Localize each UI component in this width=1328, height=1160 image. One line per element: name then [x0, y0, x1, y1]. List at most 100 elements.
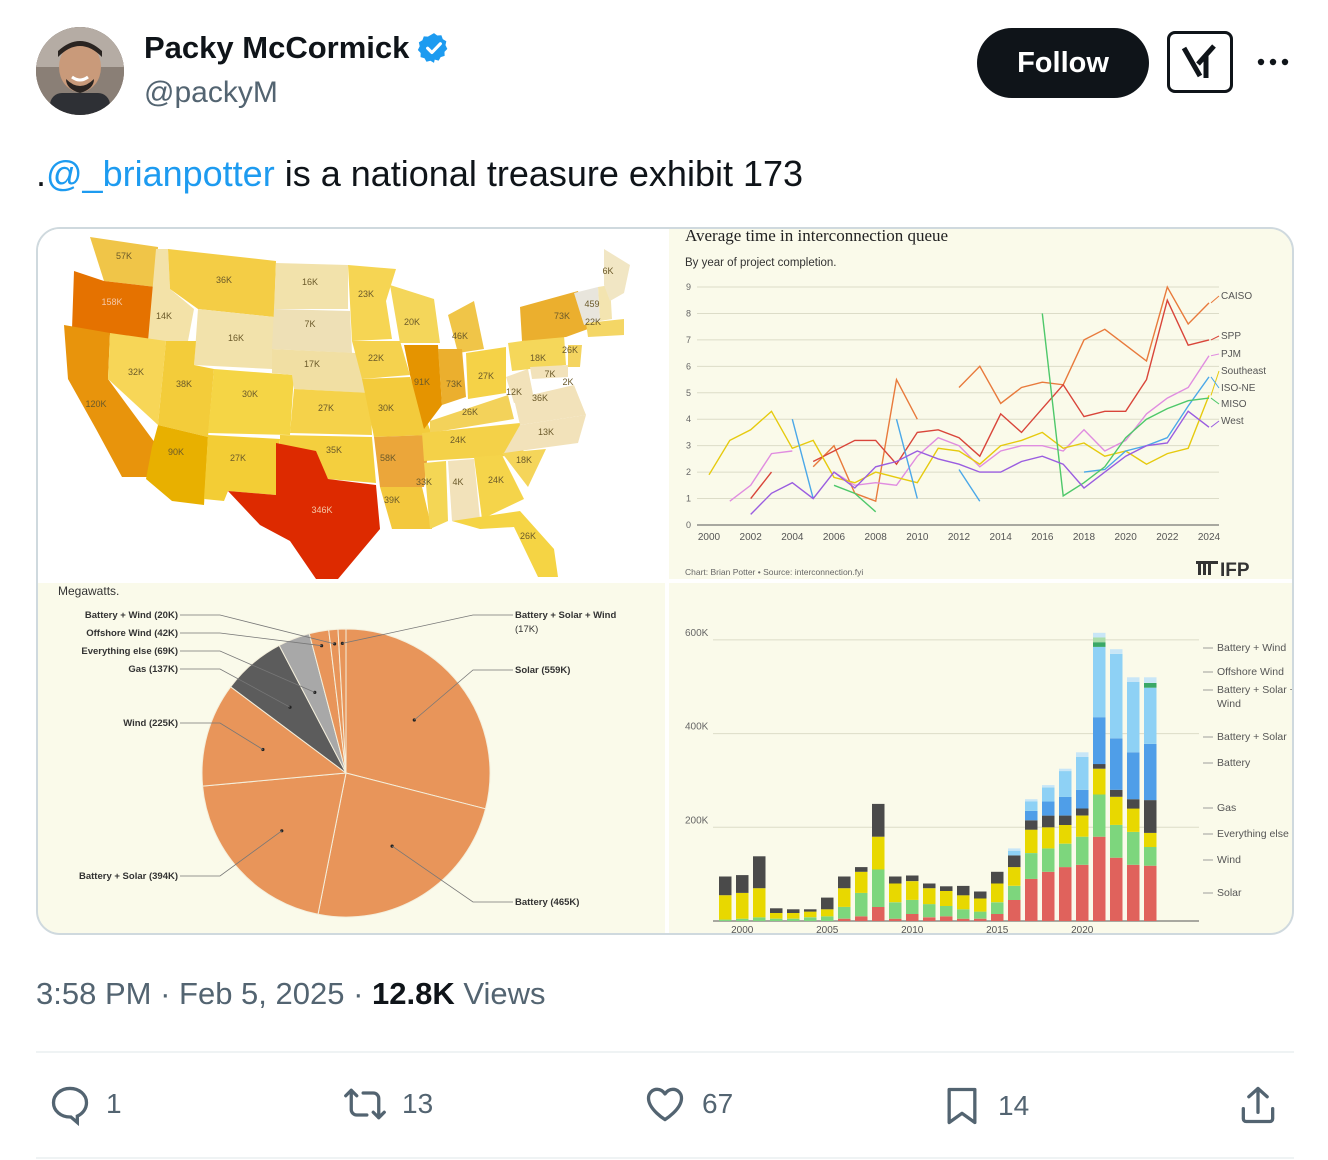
bottom-separator	[36, 1157, 1294, 1159]
bar-segment-solar	[1042, 871, 1055, 921]
bar-segment-gas	[957, 885, 970, 896]
bar-segment-gas	[838, 876, 851, 889]
bar-xtick-label: 2000	[731, 925, 754, 935]
line-legend-leader	[1210, 376, 1220, 389]
map-label-nm: 27K	[230, 453, 246, 463]
bar-ytick-label: 400K	[685, 722, 709, 733]
bar-segment-battery-wind	[1059, 768, 1072, 771]
bar-segment-solar	[974, 918, 987, 921]
map-label-ks: 27K	[318, 403, 334, 413]
state-wv	[506, 369, 534, 403]
tweet-body: is a national treasure exhibit 173	[274, 153, 804, 194]
bar-segment-everything-else	[1127, 808, 1140, 832]
line-legend-label: CAISO	[1221, 291, 1252, 302]
map-label-ga: 24K	[488, 475, 504, 485]
bar-segment-battery-solar	[1025, 801, 1038, 811]
bar-segment-battery	[1110, 738, 1123, 790]
state-tn	[422, 423, 524, 461]
stacked-bar-chart-panel: 200K 400K 600K 2000 2005 2010 2015 2020 Battery…	[669, 583, 1292, 935]
bar-segment-gas	[1042, 815, 1055, 828]
state-sc	[502, 449, 546, 487]
bar-segment-battery-wind	[1025, 799, 1038, 802]
bar-segment-battery-solar	[1127, 682, 1140, 753]
map-label-mo: 30K	[378, 403, 394, 413]
bar-legend-label: Solar	[1217, 887, 1242, 899]
bar-segment-gas	[1110, 789, 1123, 797]
bar-segment-wind	[1144, 847, 1157, 866]
bar-segment-everything-else	[719, 895, 732, 920]
state-id	[148, 249, 194, 341]
mention-link[interactable]: @_brianpotter	[46, 153, 275, 194]
bar-segment-solar	[1025, 878, 1038, 921]
line-series-west	[750, 410, 1210, 515]
map-label-sc: 18K	[516, 455, 532, 465]
pie-chart-title: Megawatts.	[58, 584, 119, 598]
queue-line-chart-panel: Average time in interconnection queue By…	[669, 229, 1292, 581]
ifp-logo: IFP	[1196, 560, 1250, 581]
line-ytick-label: 8	[686, 308, 691, 318]
map-label-fl: 26K	[520, 531, 536, 541]
bar-segment-gas	[991, 871, 1004, 884]
line-chart-title: Average time in interconnection queue	[685, 229, 948, 245]
bar-segment-solar	[923, 917, 936, 921]
bookmark-button[interactable]: 14	[940, 1082, 1029, 1130]
state-ia	[352, 341, 410, 379]
repost-button[interactable]: 13	[342, 1082, 433, 1126]
pie-leader-line	[180, 632, 322, 647]
bar-segment-everything-else	[957, 895, 970, 910]
share-button[interactable]	[1236, 1082, 1280, 1128]
map-label-mi: 46K	[452, 331, 468, 341]
map-label-ma: 22K	[585, 317, 601, 327]
bar-segment-wind	[1127, 832, 1140, 865]
verified-badge-icon[interactable]	[417, 31, 451, 65]
state-ut	[158, 341, 214, 437]
state-ne	[272, 349, 366, 393]
bar-segment-battery	[1042, 801, 1055, 816]
tweet-date[interactable]: Feb 5, 2025	[179, 976, 345, 1011]
more-options-button[interactable]	[1253, 44, 1293, 80]
bar-segment-everything-else	[838, 888, 851, 907]
bar-segment-battery-wind	[1110, 649, 1123, 654]
line-legend-leader	[1210, 353, 1220, 357]
state-wa	[90, 237, 158, 287]
bar-segment-everything-else	[1025, 829, 1038, 853]
bar-segment-gas	[974, 891, 987, 899]
line-chart-footer: Chart: Brian Potter • Source: interconne…	[685, 567, 863, 577]
bar-segment-battery	[1093, 717, 1106, 765]
bar-segment-wind	[991, 902, 1004, 914]
tweet-time[interactable]: 3:58 PM	[36, 976, 152, 1011]
author-handle[interactable]: @packyM	[144, 76, 278, 109]
pie-label-gas: Gas (137K)	[128, 664, 178, 675]
map-label-in: 73K	[446, 379, 462, 389]
map-label-nv: 32K	[128, 367, 144, 377]
grok-button[interactable]	[1167, 31, 1233, 93]
author-name[interactable]: Packy McCormick	[144, 30, 410, 65]
map-label-ny: 73K	[554, 311, 570, 321]
map-label-vt: 459	[584, 299, 599, 309]
bar-segment-wind	[753, 917, 766, 921]
state-il	[404, 345, 442, 429]
bar-segment-everything-else	[1144, 832, 1157, 847]
bar-segment-battery-solar	[1008, 850, 1021, 856]
line-ytick-label: 1	[686, 494, 691, 504]
like-button[interactable]: 67	[642, 1082, 733, 1126]
follow-button[interactable]: Follow	[977, 28, 1149, 98]
bar-legend-label: Offshore Wind	[1217, 666, 1284, 678]
bar-segment-battery-solar-wind	[1093, 642, 1106, 647]
bar-segment-battery-solar-wind	[1144, 683, 1157, 688]
tweet-media[interactable]: 57K 158K 14K 36K 16K 23K 6K 459 73K 22K 7K 16K 20K 46…	[36, 227, 1294, 935]
reply-button[interactable]: 1	[48, 1082, 122, 1126]
bar-segment-solar	[1008, 899, 1021, 921]
bar-legend-label: Battery + Wind	[1217, 642, 1286, 654]
author-avatar[interactable]	[36, 27, 124, 115]
bar-segment-gas	[906, 875, 919, 882]
map-label-sd: 7K	[304, 319, 315, 329]
map-label-id: 14K	[156, 311, 172, 321]
bar-segment-battery-wind	[1008, 848, 1021, 851]
bar-segment-gas	[770, 908, 783, 913]
pie-label-offshore-wind: Offshore Wind (42K)	[86, 628, 178, 639]
state-oh	[466, 347, 506, 399]
map-label-ia: 22K	[368, 353, 384, 363]
state-vt	[574, 287, 600, 325]
state-mt	[168, 249, 276, 317]
